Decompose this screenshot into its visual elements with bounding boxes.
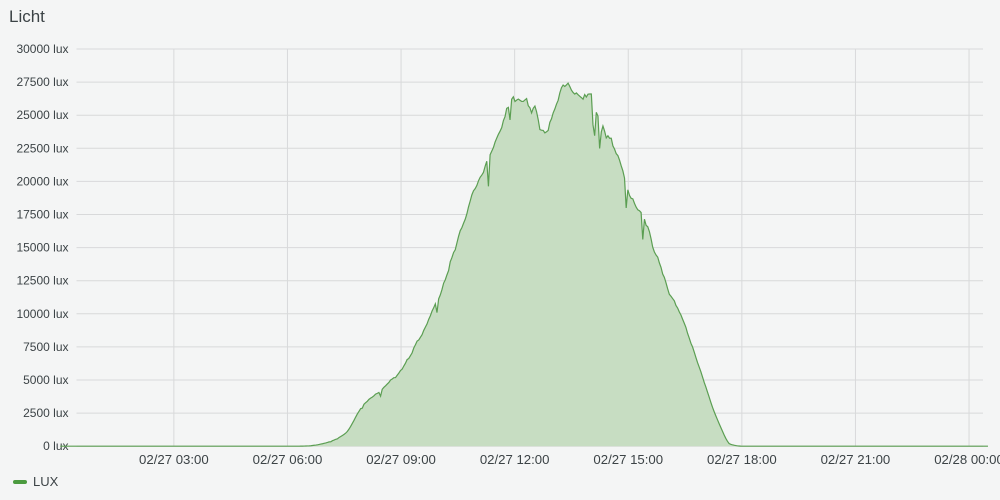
svg-text:27500 lux: 27500 lux <box>16 75 68 89</box>
svg-text:02/27 18:00: 02/27 18:00 <box>707 452 777 467</box>
svg-text:02/27 09:00: 02/27 09:00 <box>366 452 436 467</box>
svg-text:2500 lux: 2500 lux <box>23 406 68 420</box>
svg-text:02/28 00:00: 02/28 00:00 <box>934 452 1000 467</box>
svg-text:02/27 12:00: 02/27 12:00 <box>480 452 550 467</box>
svg-text:30000 lux: 30000 lux <box>16 42 68 56</box>
svg-text:17500 lux: 17500 lux <box>16 208 68 222</box>
svg-text:20000 lux: 20000 lux <box>16 174 68 188</box>
svg-text:7500 lux: 7500 lux <box>23 340 68 354</box>
svg-text:15000 lux: 15000 lux <box>16 241 68 255</box>
svg-text:12500 lux: 12500 lux <box>16 274 68 288</box>
svg-text:02/27 03:00: 02/27 03:00 <box>139 452 209 467</box>
svg-text:5000 lux: 5000 lux <box>23 373 68 387</box>
svg-text:02/27 06:00: 02/27 06:00 <box>253 452 323 467</box>
svg-text:10000 lux: 10000 lux <box>16 307 68 321</box>
svg-text:02/27 21:00: 02/27 21:00 <box>821 452 891 467</box>
svg-text:25000 lux: 25000 lux <box>16 108 68 122</box>
svg-text:22500 lux: 22500 lux <box>16 141 68 155</box>
svg-text:02/27 15:00: 02/27 15:00 <box>593 452 663 467</box>
